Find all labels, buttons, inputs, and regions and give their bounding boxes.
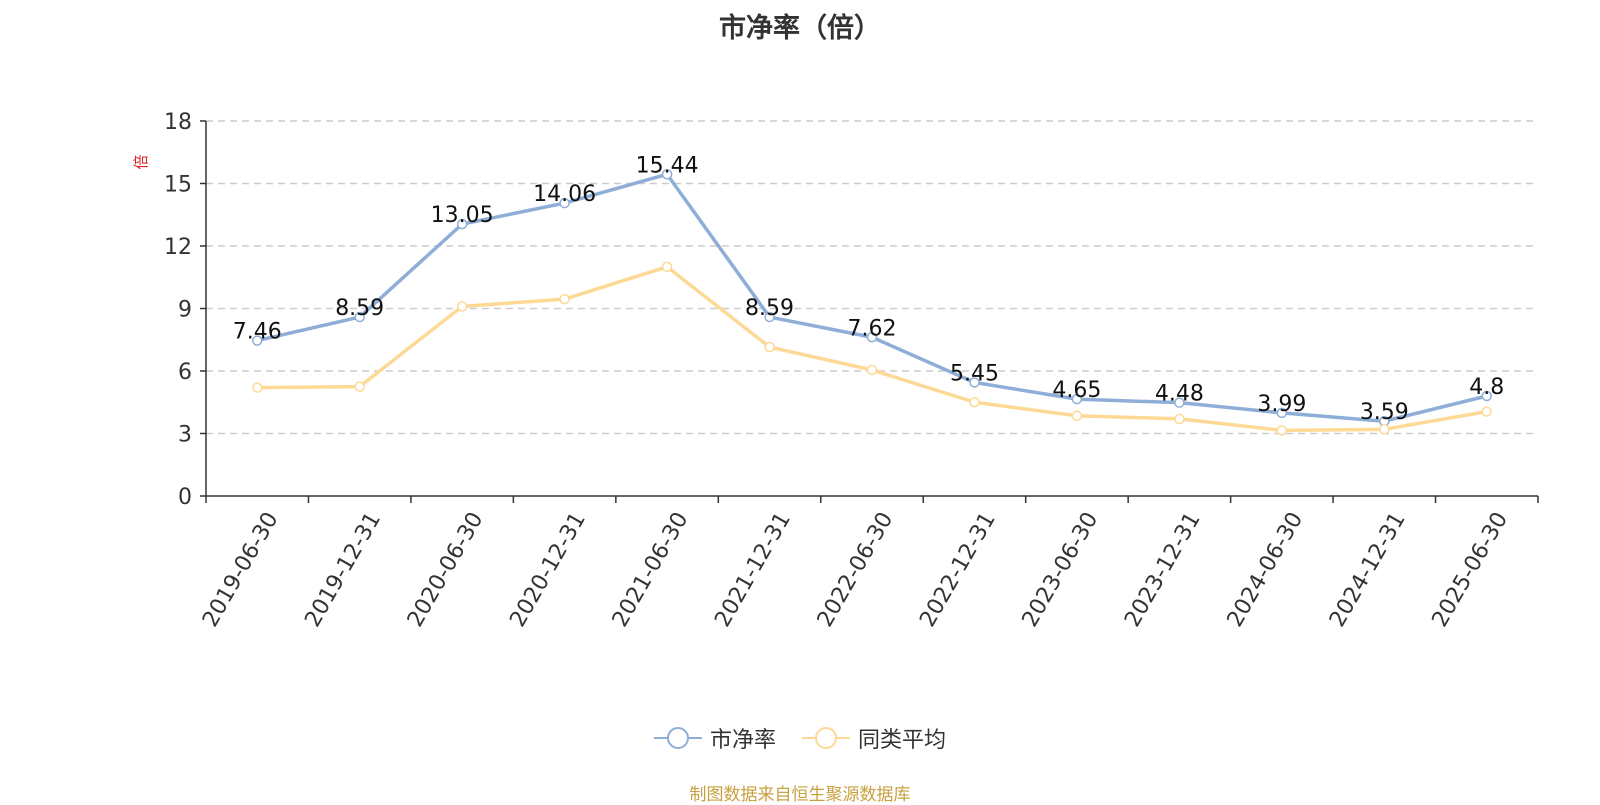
legend-label-peer-avg: 同类平均	[858, 728, 947, 753]
chart-title: 市净率（倍）	[719, 13, 881, 44]
legend-label-pb: 市净率	[709, 728, 776, 753]
legend-line-circle-icon	[802, 727, 850, 749]
legend-item-peer-avg[interactable]: 同类平均	[802, 722, 946, 754]
data-point[interactable]	[1481, 390, 1493, 402]
data-label: 3.99	[1257, 392, 1306, 417]
data-label: 8.59	[335, 296, 384, 321]
y-axis-unit-label: 倍	[132, 154, 150, 169]
data-point[interactable]	[251, 335, 263, 346]
data-point[interactable]	[559, 197, 570, 209]
x-tick-label: 2019-06-30	[198, 508, 284, 631]
data-point[interactable]	[1071, 410, 1083, 422]
x-tick-label: 2019-12-31	[300, 508, 386, 631]
data-point[interactable]	[456, 301, 468, 312]
data-point[interactable]	[764, 311, 775, 323]
x-tick-label: 2024-06-30	[1223, 508, 1309, 631]
data-point[interactable]	[1276, 425, 1288, 436]
legend-line-circle-icon	[653, 727, 702, 749]
data-point[interactable]	[1276, 407, 1288, 419]
data-label: 7.62	[848, 316, 897, 341]
data-point[interactable]	[661, 261, 673, 273]
data-point[interactable]	[251, 382, 263, 393]
y-tick-label: 0	[178, 485, 192, 510]
data-label: 3.59	[1360, 400, 1409, 425]
data-point[interactable]	[969, 397, 980, 408]
data-source-note: 制图数据来自恒生聚源数据库	[689, 785, 911, 805]
data-point[interactable]	[661, 169, 673, 180]
y-tick-label: 15	[164, 173, 192, 198]
x-tick-label: 2022-12-31	[915, 508, 1001, 631]
legend: 市净率 同类平均	[0, 722, 1600, 754]
x-tick-label: 2025-06-30	[1428, 508, 1514, 631]
y-tick-label: 9	[178, 298, 192, 323]
x-tick-label: 2021-12-31	[710, 508, 796, 631]
data-label: 4.8	[1469, 375, 1504, 400]
data-point[interactable]	[764, 341, 775, 353]
data-point[interactable]	[969, 377, 980, 388]
legend-item-pb[interactable]: 市净率	[653, 722, 776, 754]
data-point[interactable]	[559, 293, 570, 305]
y-tick-label: 18	[164, 110, 192, 135]
x-tick-label: 2020-12-31	[505, 508, 591, 631]
y-tick-label: 6	[178, 360, 192, 385]
y-tick-label: 12	[164, 235, 192, 260]
x-tick-label: 2020-06-30	[403, 508, 489, 631]
data-labels: 7.46 8.59 13.05 14.06 15.44 8.59 7.62 5.45 4.65 4…	[233, 153, 1505, 425]
data-label: 4.48	[1155, 382, 1204, 407]
data-label: 15.44	[636, 153, 699, 178]
data-label: 13.05	[431, 203, 494, 228]
data-point[interactable]	[866, 364, 878, 376]
x-tick-label: 2024-12-31	[1325, 508, 1411, 631]
data-point[interactable]	[456, 218, 468, 230]
data-point[interactable]	[1174, 397, 1185, 408]
data-label: 8.59	[745, 296, 794, 321]
x-tick-label: 2023-06-30	[1018, 508, 1104, 631]
x-tick-label: 2021-06-30	[608, 508, 694, 631]
data-label: 7.46	[233, 320, 282, 345]
data-point[interactable]	[354, 311, 365, 323]
data-label: 5.45	[950, 361, 999, 386]
data-label: 4.65	[1052, 378, 1101, 403]
x-tick-label: 2022-06-30	[813, 508, 899, 631]
data-point[interactable]	[1174, 413, 1185, 425]
x-tick-label: 2023-12-31	[1120, 508, 1206, 631]
data-point[interactable]	[354, 381, 365, 392]
data-point[interactable]	[1481, 406, 1493, 417]
series-points	[251, 169, 1493, 436]
data-label: 14.06	[533, 182, 596, 207]
data-point[interactable]	[866, 332, 878, 343]
y-tick-label: 3	[178, 423, 192, 448]
data-point[interactable]	[1379, 424, 1390, 435]
data-point[interactable]	[1071, 393, 1083, 405]
